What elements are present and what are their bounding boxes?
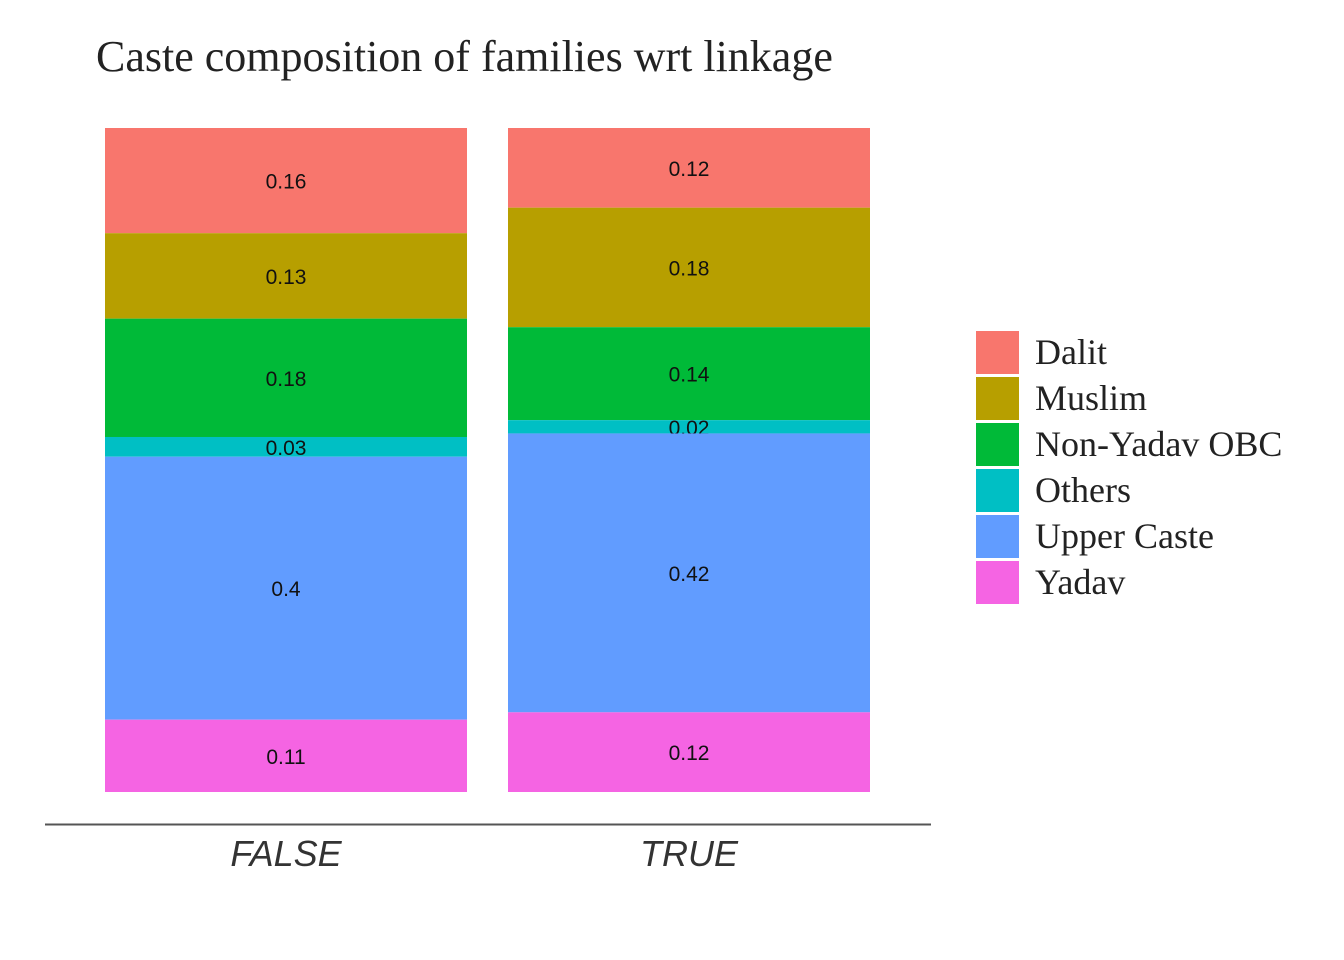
legend-label: Yadav xyxy=(1035,562,1125,602)
data-label: 0.12 xyxy=(669,742,710,765)
bar-segment-others-true xyxy=(508,420,870,434)
legend-key-muslim xyxy=(976,377,1019,420)
legend-key-dalit xyxy=(976,331,1019,374)
bar-segment-non-yadav-obc-true xyxy=(508,327,870,421)
bar-segment-dalit-true xyxy=(508,128,870,208)
legend-label: Muslim xyxy=(1035,378,1147,418)
data-label: 0.03 xyxy=(266,437,307,460)
data-label: 0.13 xyxy=(266,266,307,289)
data-label: 0.42 xyxy=(669,563,710,586)
x-tick-label: FALSE xyxy=(230,833,342,874)
legend-key-others xyxy=(976,469,1019,512)
bar-segment-yadav-false xyxy=(105,719,467,792)
data-label: 0.11 xyxy=(266,746,305,769)
data-label: 0.14 xyxy=(669,364,710,387)
legend-key-upper-caste xyxy=(976,515,1019,558)
bar-segment-upper-caste-false xyxy=(105,456,467,720)
data-label: 0.18 xyxy=(266,368,307,391)
bar-segment-muslim-true xyxy=(508,207,870,328)
bar-segment-non-yadav-obc-false xyxy=(105,318,467,437)
bar-segment-muslim-false xyxy=(105,233,467,319)
legend-label: Dalit xyxy=(1035,332,1107,372)
bar-segment-upper-caste-true xyxy=(508,433,870,713)
data-label: 0.18 xyxy=(669,257,710,280)
legend: Dalit Muslim Non-Yadav OBC Others Upper Cast… xyxy=(976,331,1282,604)
data-label: 0.4 xyxy=(271,578,301,601)
data-label: 0.16 xyxy=(266,171,307,194)
legend-label: Non-Yadav OBC xyxy=(1035,424,1282,464)
bar-segment-others-false xyxy=(105,436,467,457)
x-axis-ticks: FALSE TRUE xyxy=(230,833,739,874)
legend-key-non-yadav-obc xyxy=(976,423,1019,466)
legend-key-yadav xyxy=(976,561,1019,604)
chart-title: Caste composition of families wrt linkag… xyxy=(96,32,833,81)
legend-label: Upper Caste xyxy=(1035,516,1214,556)
legend-label: Others xyxy=(1035,470,1131,510)
bar-segment-yadav-true xyxy=(508,712,870,792)
x-tick-label: TRUE xyxy=(640,833,739,874)
data-label: 0.12 xyxy=(669,158,710,181)
bars-layer: 0.160.130.180.030.40.110.120.180.140.020… xyxy=(105,128,870,792)
bar-segment-dalit-false xyxy=(105,128,467,234)
